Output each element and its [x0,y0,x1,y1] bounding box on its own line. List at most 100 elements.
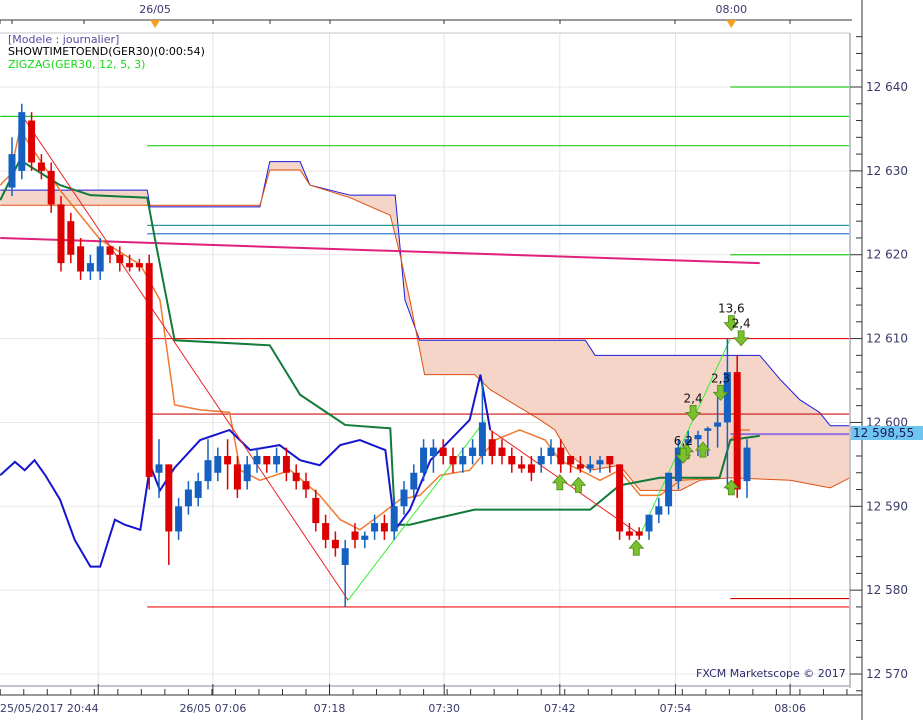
candle-body [77,246,85,272]
candle [292,464,300,490]
candle-body [684,439,692,444]
candle [616,464,624,540]
candle-body [371,523,379,532]
candle-body [498,447,506,456]
candle [253,447,261,473]
candle [459,447,467,473]
candle-body [312,497,320,524]
last-price-label: 12 598,55 [851,426,923,440]
y-tick-label: 12 630 [866,164,908,178]
candle-body [518,464,526,469]
candle-body [606,455,614,465]
candle-body [478,422,486,456]
y-tick-label: 12 640 [866,80,908,94]
candle [204,439,212,490]
buy-arrow-icon [628,539,645,556]
candle-body [645,514,653,532]
candle-body [488,439,496,456]
candle-body [576,464,584,469]
candle-body [214,455,222,473]
candle-body [469,447,477,456]
candle [714,397,722,448]
timer-indicator-label: SHOWTIMETOEND(GER30)(0:00:54) [8,45,205,58]
candle-body [292,472,300,482]
candle-body [126,263,134,268]
y-tick-label: 12 580 [866,583,908,597]
candle [606,455,614,473]
candle-body [439,447,447,456]
candle [576,455,584,473]
candle-body [116,254,124,264]
x-tick-label: 07:18 [314,702,346,715]
candle-body [547,447,555,456]
candle-body [733,372,741,490]
y-tick-label: 12 590 [866,499,908,513]
candle [37,154,45,180]
candle-body [420,447,428,473]
candle [243,455,251,490]
candle-body [86,263,94,272]
candle-body [184,489,192,507]
candle [537,447,545,473]
candle-body [694,435,702,440]
green-line [0,158,760,526]
candle [625,523,633,540]
candle-body [429,447,437,456]
candle [322,514,330,549]
candle [371,514,379,540]
candle-body [224,455,232,465]
candle-body [18,112,26,171]
candle [684,430,692,448]
x-tick-label: 08:06 [774,702,806,715]
model-label: [Modele : journalier] [8,33,120,46]
candle [410,464,418,498]
candle-body [243,464,251,482]
candle-body [106,246,114,255]
candle [47,162,55,213]
candle [341,539,349,607]
candle [733,355,741,498]
candle [723,338,731,490]
candle-body [674,447,682,482]
candle-body [390,506,398,532]
candle-body [635,531,643,536]
candle-body [380,523,388,532]
watermark: FXCM Marketscope © 2017 [696,667,846,680]
zigzag-indicator-label: ZIGZAG(GER30, 12, 5, 3) [8,58,146,71]
x-tick-label: 07:30 [428,702,460,715]
candle [273,447,281,473]
candle [57,196,65,272]
candle-body [47,170,55,205]
candle-body [361,535,369,540]
candle [704,426,712,456]
sell-arrow-icon [733,330,750,347]
candle [263,455,271,473]
candle [429,439,437,473]
candle-body [263,455,271,465]
candle-body [714,422,722,427]
candle [155,439,163,498]
signal-label: 2,3 [711,371,730,385]
plot-area: 6,22,42,313,62,4 [0,86,850,608]
candle [224,439,232,490]
candle [694,430,702,456]
candle [175,497,183,540]
candle-body [400,489,408,507]
zigzag-down-segment [19,111,349,601]
candle-body [331,539,339,549]
magenta-line [0,236,760,265]
candle-body [410,472,418,490]
candle-body [665,472,673,507]
candle [282,447,290,482]
candle [165,464,173,566]
candle [478,380,486,465]
time-marker-icon [150,20,161,28]
candle [469,439,477,465]
candle-body [96,246,104,272]
candle [351,523,359,549]
buy-arrow-icon [695,441,711,458]
candle [665,472,673,515]
candle [145,254,153,490]
candle [28,112,36,171]
